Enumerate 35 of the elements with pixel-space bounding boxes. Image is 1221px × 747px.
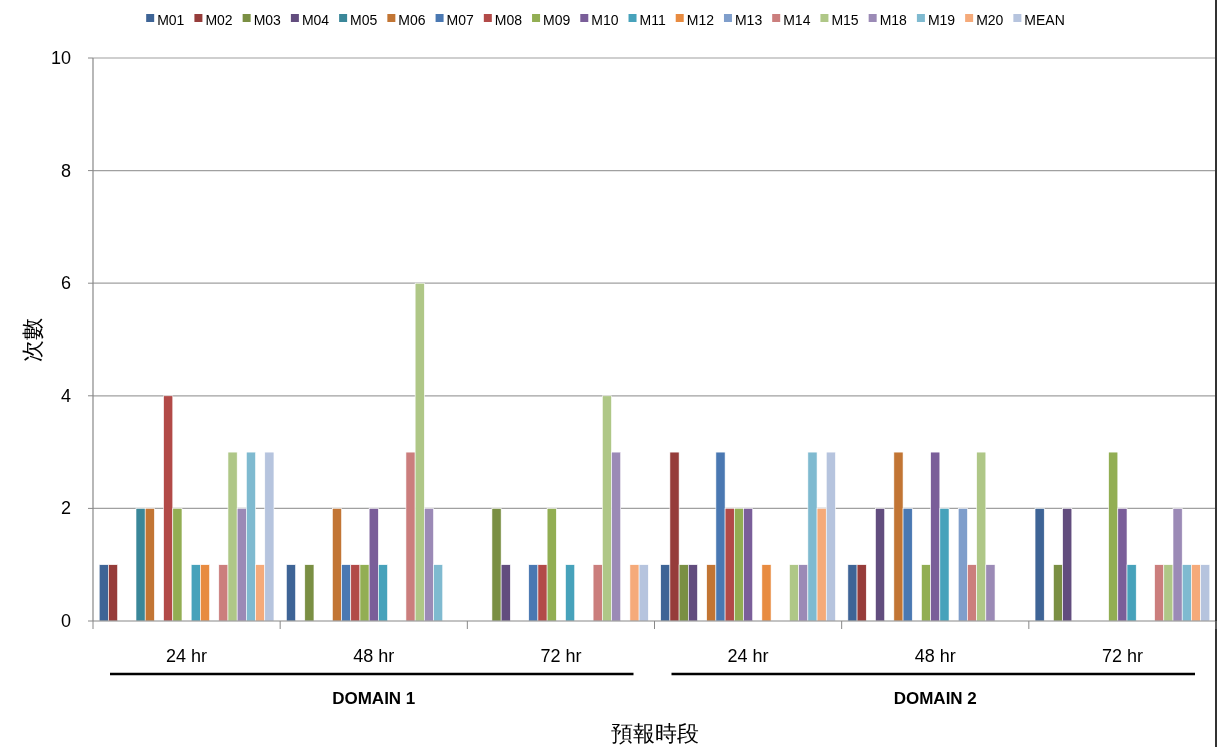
y-tick-label: 2 — [60, 498, 71, 519]
y-axis-title: 次數 — [20, 317, 45, 362]
legend-label: M02 — [205, 12, 233, 28]
legend-label: M14 — [783, 12, 811, 28]
legend-label: M10 — [591, 12, 619, 28]
x-tick-label: 48 hr — [914, 646, 956, 666]
legend-label: M18 — [879, 12, 908, 28]
x-tick-label: 72 hr — [1101, 646, 1143, 666]
legend-label: M03 — [253, 12, 282, 28]
y-tick-label: 8 — [60, 160, 71, 181]
legend-label: M11 — [639, 12, 666, 28]
y-tick-label: 6 — [60, 273, 71, 294]
legend-label: M20 — [976, 12, 1004, 28]
legend-label: M09 — [543, 12, 571, 28]
legend-label: M07 — [446, 12, 475, 28]
y-tick-label: 0 — [60, 611, 71, 631]
legend-label: M13 — [734, 12, 763, 28]
x-tick-label: 24 hr — [166, 646, 208, 666]
legend-label: M15 — [831, 12, 859, 28]
y-tick-label: 10 — [50, 48, 71, 68]
legend-label: MEAN — [1024, 12, 1065, 28]
legend-label: M04 — [301, 12, 330, 28]
x-tick-label: 48 hr — [353, 646, 395, 666]
legend-label: M05 — [350, 12, 378, 28]
legend-label: M06 — [398, 12, 426, 28]
y-tick-label: 4 — [60, 385, 71, 406]
x-tick-label: 72 hr — [540, 646, 582, 666]
legend-label: M08 — [494, 12, 523, 28]
legend-label: M12 — [686, 12, 715, 28]
legend-label: M01 — [157, 12, 185, 28]
x-tick-label: 24 hr — [727, 646, 769, 666]
text: DOMAIN 2 — [893, 689, 977, 708]
legend-label: M19 — [927, 12, 956, 28]
x-axis-title: 預報時段 — [610, 721, 699, 746]
text: DOMAIN 1 — [332, 689, 416, 708]
